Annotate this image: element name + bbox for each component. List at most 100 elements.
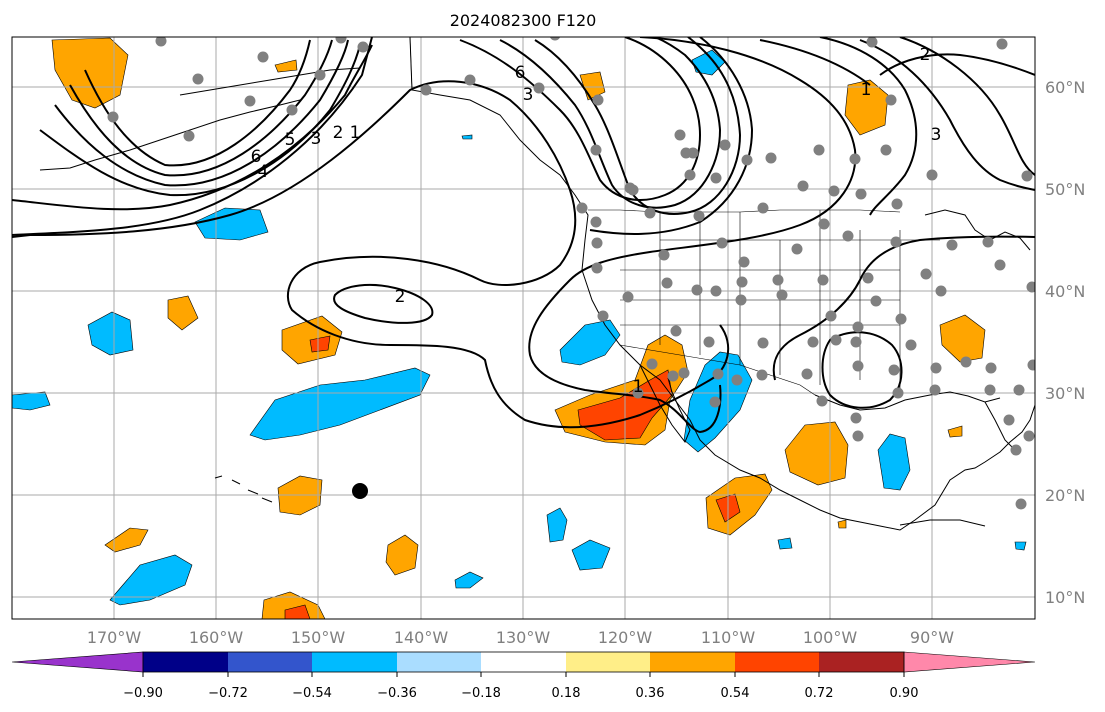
station-dot (684, 169, 696, 181)
station-dot (257, 51, 269, 63)
positive-anomaly-region (51, 37, 129, 109)
colorbar-tick-label: −0.90 (123, 686, 163, 701)
station-dot (464, 74, 476, 86)
colorbar-outline (142, 651, 905, 673)
contour-line (821, 331, 903, 409)
station-dot (1026, 281, 1035, 293)
station-dot (892, 387, 904, 399)
latitude-labels: 60°N 50°N 40°N 30°N 20°N 10°N (1045, 78, 1085, 607)
colorbar-segment (143, 652, 228, 672)
station-dot (891, 198, 903, 210)
station-dot (1003, 414, 1015, 426)
station-dot (807, 336, 819, 348)
station-dot (622, 291, 634, 303)
lat-tick-label: 60°N (1045, 78, 1085, 97)
contour-label: 3 (311, 129, 322, 149)
colorbar (11, 651, 1036, 677)
contour-label: 2 (920, 45, 931, 65)
station-dot (870, 295, 882, 307)
station-dot (107, 111, 119, 123)
colorbar-tick-label: −0.36 (377, 686, 417, 701)
contour-line (333, 283, 434, 324)
colorbar-segment (566, 652, 650, 672)
colorbar-segment (397, 652, 481, 672)
station-dot (658, 249, 670, 261)
station-dot (644, 207, 656, 219)
station-dot (888, 364, 900, 376)
contour-label: 1 (861, 80, 872, 100)
map-panel: 6 5 4 3 2 1 6 3 2 1 1 3 2 (12, 37, 1035, 619)
colorbar-tick-label: −0.18 (461, 686, 501, 701)
baja-california-coastline (639, 364, 691, 443)
station-dot (680, 147, 692, 159)
colorbar-tick-label: 0.90 (890, 686, 919, 701)
negative-anomaly-region (194, 207, 269, 241)
lat-tick-label: 20°N (1045, 486, 1085, 505)
station-dot (982, 236, 994, 248)
station-dot (667, 370, 679, 382)
station-dot (850, 336, 862, 348)
station-dot (817, 274, 829, 286)
station-dot (549, 37, 561, 41)
station-dot (926, 169, 938, 181)
aleutian-coastline (179, 67, 361, 96)
lat-tick-label: 10°N (1045, 588, 1085, 607)
colorbar-segment (650, 652, 735, 672)
contour-line (759, 39, 871, 86)
negative-anomaly-region (249, 367, 431, 441)
station-dot (905, 339, 917, 351)
contour-line (39, 44, 361, 197)
colorbar-tick-label: −0.72 (208, 686, 248, 701)
station-dot (929, 384, 941, 396)
station-dot (852, 430, 864, 442)
contour-label: 6 (515, 63, 526, 83)
station-dot (776, 289, 788, 301)
colorbar-tick-label: 0.36 (636, 686, 665, 701)
station-dot (712, 368, 724, 380)
station-dot (693, 210, 705, 222)
contour-line (54, 39, 349, 187)
colorbar-tick-label: −0.54 (292, 686, 332, 701)
station-dot (930, 362, 942, 374)
colorbar-segment (481, 652, 566, 672)
station-dot (335, 37, 347, 44)
station-dot (985, 362, 997, 374)
chart-title: 2024082300 F120 (450, 11, 597, 30)
station-dot (862, 272, 874, 284)
contour-label: 4 (258, 162, 269, 182)
station-dot (710, 172, 722, 184)
positive-anomaly-region (167, 295, 199, 331)
station-dot (895, 313, 907, 325)
station-dot (632, 387, 644, 399)
map-frame (11, 36, 1036, 620)
station-dot (286, 104, 298, 116)
station-dot (731, 374, 743, 386)
lon-tick-label: 150°W (291, 628, 346, 647)
station-dot (597, 310, 609, 322)
station-dot (1027, 359, 1035, 371)
contour-line (589, 37, 754, 235)
station-dot (716, 237, 728, 249)
negative-anomaly-region (109, 554, 193, 606)
station-dot (719, 139, 731, 151)
station-dot (765, 152, 777, 164)
marker-dot (352, 483, 368, 499)
hawaii-islands (214, 475, 273, 503)
station-dot (849, 153, 861, 165)
colorbar-tick-labels: −0.90 −0.72 −0.54 −0.36 −0.18 0.18 0.36 … (123, 686, 918, 701)
positive-anomaly-region (705, 473, 773, 536)
lat-tick-label: 30°N (1045, 384, 1085, 403)
lon-tick-label: 170°W (87, 628, 142, 647)
station-dot (661, 277, 673, 289)
station-dot (691, 284, 703, 296)
colorbar-extend-high (903, 651, 1036, 673)
station-dot (828, 185, 840, 197)
colorbar-segment (819, 652, 904, 672)
station-dot (736, 276, 748, 288)
station-dot (984, 384, 996, 396)
station-dot (244, 95, 256, 107)
positive-anomaly-region (309, 335, 331, 353)
cuba-coastline (899, 519, 986, 527)
negative-anomaly-region (877, 433, 911, 491)
positive-anomaly-region (947, 425, 963, 438)
